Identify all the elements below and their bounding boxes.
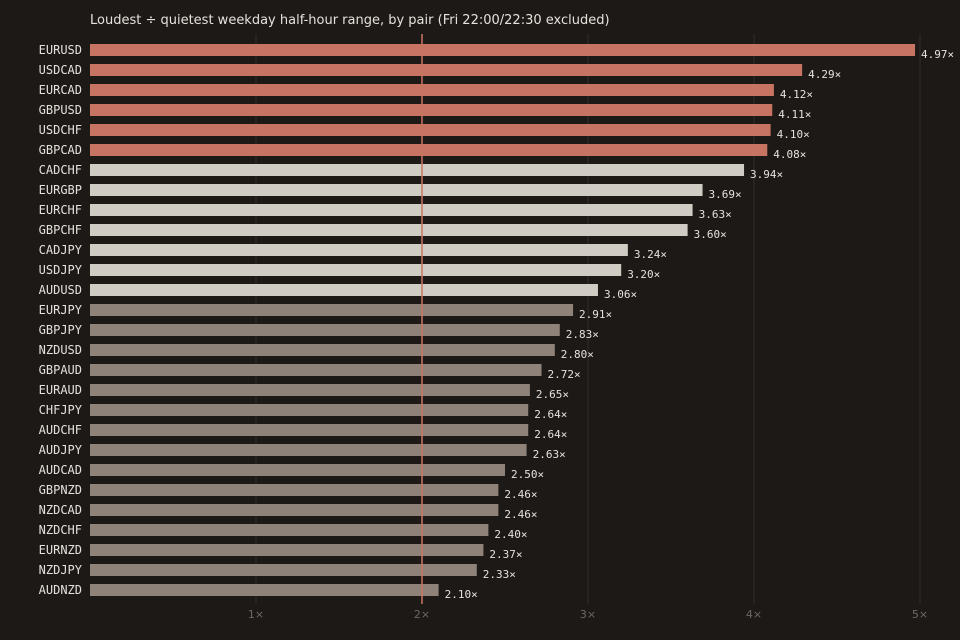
bar xyxy=(90,64,803,76)
category-label: EURCAD xyxy=(39,83,82,97)
bar xyxy=(90,304,574,316)
category-label: GBPUSD xyxy=(39,103,82,117)
bar xyxy=(90,124,771,136)
value-label: 4.08× xyxy=(773,148,806,161)
value-label: 2.64× xyxy=(534,408,567,421)
value-label: 2.46× xyxy=(504,488,537,501)
category-label: CADCHF xyxy=(39,163,82,177)
category-label: NZDJPY xyxy=(39,563,83,577)
bar xyxy=(90,324,560,336)
bar xyxy=(90,184,703,196)
category-label: GBPCHF xyxy=(39,223,82,237)
category-label: NZDCAD xyxy=(39,503,82,517)
bar xyxy=(90,144,768,156)
category-label: EURNZD xyxy=(39,543,82,557)
x-axis-ticks: 1× 2× 3× 4× 5× xyxy=(248,608,928,621)
value-label: 2.80× xyxy=(561,348,594,361)
category-label: EURUSD xyxy=(39,43,82,57)
value-label: 3.94× xyxy=(750,168,783,181)
value-label: 3.63× xyxy=(699,208,732,221)
value-label: 2.10× xyxy=(445,588,478,601)
value-label: 3.24× xyxy=(634,248,667,261)
category-label: GBPAUD xyxy=(39,363,82,377)
x-tick-label: 4× xyxy=(746,608,762,621)
category-label: EURCHF xyxy=(39,203,82,217)
bars xyxy=(90,44,916,596)
value-label: 2.50× xyxy=(511,468,544,481)
category-label: GBPCAD xyxy=(39,143,82,157)
value-label: 3.60× xyxy=(694,228,727,241)
bar xyxy=(90,444,527,456)
bar xyxy=(90,244,628,256)
x-tick-label: 2× xyxy=(414,608,430,621)
value-label: 2.46× xyxy=(504,508,537,521)
value-label: 2.40× xyxy=(494,528,527,541)
bar xyxy=(90,204,693,216)
bar xyxy=(90,164,745,176)
bar xyxy=(90,224,688,236)
value-label: 3.06× xyxy=(604,288,637,301)
value-label: 2.63× xyxy=(533,448,566,461)
category-label: USDCAD xyxy=(39,63,82,77)
bar xyxy=(90,264,622,276)
bar xyxy=(90,504,499,516)
category-label: AUDCHF xyxy=(39,423,82,437)
bar xyxy=(90,364,542,376)
category-label: CADJPY xyxy=(39,243,83,257)
value-label: 4.11× xyxy=(778,108,811,121)
value-label: 4.12× xyxy=(780,88,813,101)
value-label: 2.91× xyxy=(579,308,612,321)
x-tick-label: 3× xyxy=(580,608,596,621)
category-label: CHFJPY xyxy=(39,403,83,417)
bar xyxy=(90,564,477,576)
category-label: USDCHF xyxy=(39,123,82,137)
bar xyxy=(90,344,555,356)
value-label: 4.29× xyxy=(808,68,841,81)
labels: EURUSD 4.97× USDCAD 4.29× EURCAD 4.12× GBPUSD 4… xyxy=(39,43,955,601)
x-tick-label: 1× xyxy=(248,608,264,621)
value-label: 4.97× xyxy=(921,48,954,61)
value-label: 3.20× xyxy=(627,268,660,281)
category-label: EURJPY xyxy=(39,303,83,317)
bar xyxy=(90,384,530,396)
value-label: 3.69× xyxy=(709,188,742,201)
bar xyxy=(90,484,499,496)
category-label: NZDCHF xyxy=(39,523,82,537)
category-label: NZDUSD xyxy=(39,343,82,357)
category-label: AUDUSD xyxy=(39,283,82,297)
bar xyxy=(90,464,505,476)
value-label: 2.33× xyxy=(483,568,516,581)
bar xyxy=(90,404,529,416)
category-label: EURAUD xyxy=(39,383,82,397)
category-label: USDJPY xyxy=(39,263,83,277)
category-label: AUDJPY xyxy=(39,443,83,457)
bar xyxy=(90,284,598,296)
bar xyxy=(90,44,916,56)
bar xyxy=(90,104,773,116)
value-label: 2.72× xyxy=(548,368,581,381)
value-label: 2.64× xyxy=(534,428,567,441)
category-label: AUDNZD xyxy=(39,583,82,597)
category-label: GBPNZD xyxy=(39,483,82,497)
value-label: 4.10× xyxy=(777,128,810,141)
bar xyxy=(90,84,774,96)
bar xyxy=(90,424,529,436)
category-label: AUDCAD xyxy=(39,463,82,477)
value-label: 2.65× xyxy=(536,388,569,401)
chart-title: Loudest ÷ quietest weekday half-hour ran… xyxy=(90,13,610,28)
bar xyxy=(90,524,489,536)
bar xyxy=(90,584,439,596)
value-label: 2.83× xyxy=(566,328,599,341)
x-tick-label: 5× xyxy=(912,608,928,621)
category-label: EURGBP xyxy=(39,183,82,197)
bar xyxy=(90,544,484,556)
category-label: GBPJPY xyxy=(39,323,83,337)
value-label: 2.37× xyxy=(489,548,522,561)
